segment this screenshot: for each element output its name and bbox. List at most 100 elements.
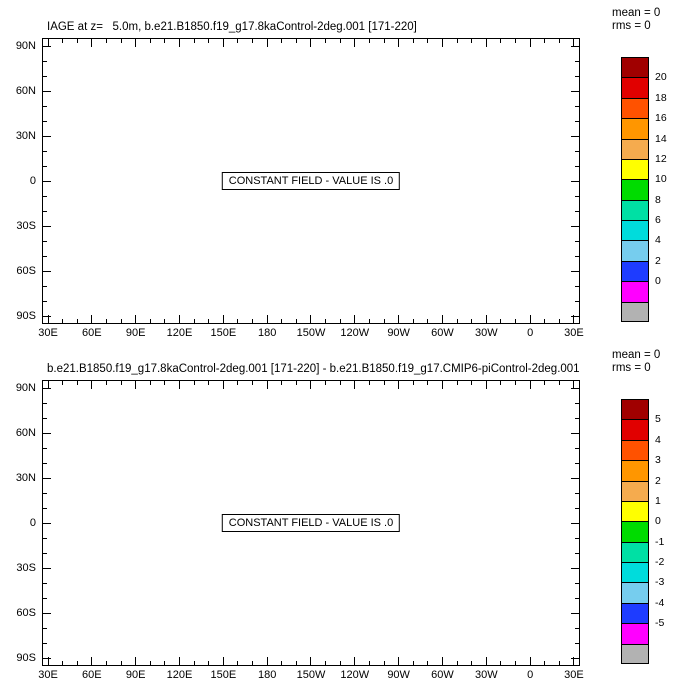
x-major-tick xyxy=(441,39,443,47)
y-minor-tick xyxy=(43,195,47,197)
x-minor-tick xyxy=(252,319,254,323)
x-axis-label: 60E xyxy=(82,327,102,339)
y-minor-tick xyxy=(43,120,47,122)
x-minor-tick xyxy=(193,39,195,43)
x-major-tick xyxy=(485,315,487,323)
x-minor-tick xyxy=(252,39,254,43)
y-minor-tick xyxy=(575,417,579,419)
x-major-tick xyxy=(310,315,312,323)
y-major-tick xyxy=(43,135,51,137)
x-major-tick xyxy=(573,39,575,47)
x-minor-tick xyxy=(76,319,78,323)
x-minor-tick xyxy=(295,661,297,665)
x-minor-tick xyxy=(281,39,283,43)
y-minor-tick xyxy=(575,552,579,554)
y-major-tick xyxy=(43,45,51,47)
y-major-tick xyxy=(43,657,51,659)
colorbar-tick-label: 16 xyxy=(655,112,667,125)
y-minor-tick xyxy=(575,447,579,449)
y-major-tick xyxy=(571,477,579,479)
y-major-tick xyxy=(571,270,579,272)
x-axis-label: 180 xyxy=(257,327,277,339)
y-minor-tick xyxy=(43,255,47,257)
x-minor-tick xyxy=(544,39,546,43)
y-major-tick xyxy=(571,90,579,92)
y-axis-label: 30S xyxy=(16,562,36,574)
y-major-tick xyxy=(43,387,51,389)
y-major-tick xyxy=(43,432,51,434)
y-minor-tick xyxy=(43,462,47,464)
colorbar-box xyxy=(621,240,649,261)
y-axis-label: 60S xyxy=(16,265,36,277)
x-major-tick xyxy=(485,39,487,47)
x-minor-tick xyxy=(193,381,195,385)
colorbar-tick-label: 12 xyxy=(655,152,667,165)
x-major-tick xyxy=(310,657,312,665)
x-minor-tick xyxy=(208,39,210,43)
x-major-tick xyxy=(573,657,575,665)
x-axis-label: 60W xyxy=(431,669,454,681)
x-minor-tick xyxy=(149,319,151,323)
y-major-tick xyxy=(43,612,51,614)
x-minor-tick xyxy=(515,381,517,385)
colorbar-tick-label: 1 xyxy=(655,494,661,507)
y-axis-label: 60S xyxy=(16,607,36,619)
x-major-tick xyxy=(573,381,575,389)
x-minor-tick xyxy=(164,661,166,665)
y-minor-tick xyxy=(575,210,579,212)
y-minor-tick xyxy=(575,597,579,599)
y-minor-tick xyxy=(43,150,47,152)
x-axis-label: 30W xyxy=(474,669,498,681)
y-minor-tick xyxy=(575,462,579,464)
colorbar-box xyxy=(621,399,649,420)
plot-title: IAGE at z= 5.0m, b.e21.B1850.f19_g17.8ka… xyxy=(47,21,417,33)
colorbar-box xyxy=(621,582,649,603)
y-minor-tick xyxy=(575,75,579,77)
colorbar-tick-label: 20 xyxy=(655,71,667,84)
x-minor-tick xyxy=(325,319,327,323)
x-minor-tick xyxy=(120,39,122,43)
x-axis-label: 0 xyxy=(527,669,534,681)
x-major-tick xyxy=(441,657,443,665)
x-axis-label: 120W xyxy=(340,327,370,339)
x-minor-tick xyxy=(62,661,64,665)
x-minor-tick xyxy=(558,319,560,323)
x-minor-tick xyxy=(164,381,166,385)
x-minor-tick xyxy=(237,381,239,385)
panel-lower: b.e21.B1850.f19_g17.8kaControl-2deg.001 … xyxy=(0,342,700,700)
colorbar-tick-label: 0 xyxy=(655,275,661,288)
x-minor-tick xyxy=(339,381,341,385)
panel-upper: IAGE at z= 5.0m, b.e21.B1850.f19_g17.8ka… xyxy=(16,7,667,339)
x-minor-tick xyxy=(456,39,458,43)
colorbar-tick-label: -3 xyxy=(655,576,665,589)
x-minor-tick xyxy=(500,319,502,323)
y-minor-tick xyxy=(575,642,579,644)
x-major-tick xyxy=(354,315,356,323)
y-axis-label: 90N xyxy=(15,382,36,394)
y-minor-tick xyxy=(575,120,579,122)
x-minor-tick xyxy=(339,39,341,43)
x-major-tick xyxy=(91,657,93,665)
colorbar-tick-label: 18 xyxy=(655,91,667,104)
x-minor-tick xyxy=(164,39,166,43)
x-minor-tick xyxy=(544,381,546,385)
x-minor-tick xyxy=(325,39,327,43)
y-axis-label: 0 xyxy=(29,517,36,529)
colorbar-box xyxy=(621,602,649,624)
x-minor-tick xyxy=(281,319,283,323)
x-axis-label: 180 xyxy=(257,669,277,681)
x-minor-tick xyxy=(295,319,297,323)
y-minor-tick xyxy=(575,627,579,629)
x-minor-tick xyxy=(105,39,107,43)
y-minor-tick xyxy=(575,105,579,107)
x-minor-tick xyxy=(193,661,195,665)
y-major-tick xyxy=(571,135,579,137)
y-minor-tick xyxy=(43,240,47,242)
y-axis-label: 30N xyxy=(15,472,36,484)
x-minor-tick xyxy=(149,39,151,43)
x-minor-tick xyxy=(558,381,560,385)
x-major-tick xyxy=(178,381,180,389)
x-major-tick xyxy=(573,315,575,323)
colorbar-tick-label: -1 xyxy=(655,535,665,548)
x-minor-tick xyxy=(515,39,517,43)
